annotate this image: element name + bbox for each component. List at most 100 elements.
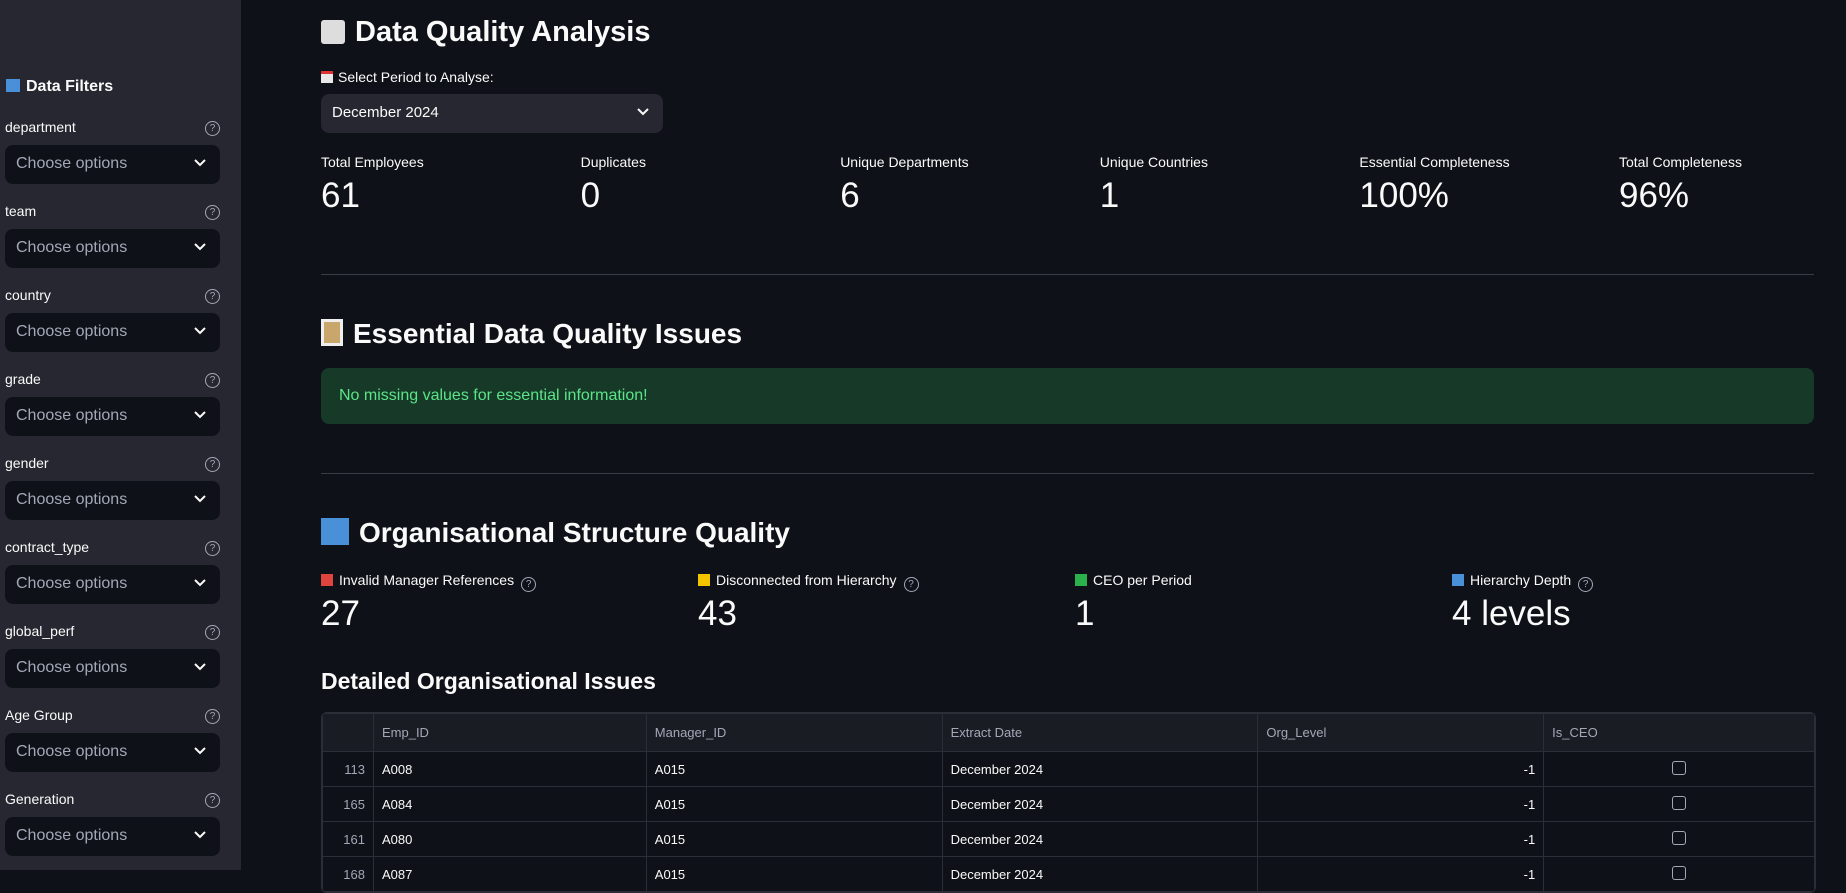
period-label: Select Period to Analyse: [321, 69, 494, 85]
help-icon: ? [205, 793, 220, 808]
filter-label: gender [5, 455, 49, 471]
metric-label: Total Completeness [1619, 154, 1742, 170]
metric-label: Duplicates [580, 154, 646, 170]
row-index: 113 [322, 751, 374, 787]
chevron [194, 243, 206, 251]
chevron [194, 831, 206, 839]
help-icon: ? [205, 457, 220, 472]
metric-icon [698, 574, 710, 586]
metric-icon [1075, 574, 1087, 586]
help-icon: ? [205, 625, 220, 640]
metric-icon [321, 574, 333, 586]
chevron [194, 579, 206, 587]
sidebar-title-text: Data Filters [26, 78, 114, 95]
checkbox-cell [1543, 751, 1815, 787]
page-title: Data Quality Analysis [321, 16, 650, 49]
column-header: Org_Level [1257, 713, 1545, 752]
filter-label: department [5, 119, 76, 135]
cell: A015 [645, 751, 943, 787]
metric-label: Unique Departments [840, 154, 969, 170]
row-index: 165 [322, 786, 374, 822]
cell: A015 [645, 821, 943, 857]
placeholder: Choose options [16, 491, 128, 508]
metric-label: CEO per Period [1075, 572, 1192, 588]
cell: A080 [372, 821, 647, 857]
alert-text: No missing values for essential informat… [339, 387, 648, 404]
header-row: Emp_ID Manager_ID Extract Date Org_Level Is_… [322, 713, 1815, 752]
chevron [637, 108, 649, 116]
cell: December 2024 [941, 786, 1259, 822]
cell: -1 [1257, 751, 1545, 787]
cell: December 2024 [941, 821, 1259, 857]
checkbox[interactable] [1672, 865, 1687, 880]
placeholder: Choose options [16, 323, 128, 340]
metric-value: 0 [580, 176, 601, 215]
table-row: 165 A084 A015 December 2024 -1 [322, 786, 1815, 822]
chevron [194, 327, 206, 335]
filter-select[interactable]: Choose options [5, 145, 220, 184]
sidebar-title: Data Filters [6, 78, 113, 96]
metric-value: 1 [1099, 176, 1120, 215]
period-label-text: Select Period to Analyse: [338, 69, 494, 85]
metric-label: Total Employees [321, 154, 424, 170]
placeholder: Choose options [16, 407, 128, 424]
metric-value: 96% [1619, 176, 1690, 215]
placeholder: Choose options [16, 239, 128, 256]
cell: -1 [1257, 786, 1545, 822]
filter-label: Generation [5, 791, 75, 807]
metric-label: Unique Countries [1099, 154, 1208, 170]
checkbox[interactable] [1672, 795, 1687, 810]
index-header [322, 713, 374, 752]
filter-label: grade [5, 371, 41, 387]
filter-label: country [5, 287, 51, 303]
column-header: Extract Date [941, 713, 1259, 752]
filter-select[interactable]: Choose options [5, 481, 220, 520]
cell: A084 [372, 786, 647, 822]
cell: -1 [1257, 821, 1545, 857]
filter-select[interactable]: Choose options [5, 817, 220, 856]
metric-value: 43 [698, 594, 737, 633]
section-title: Essential Data Quality Issues [321, 318, 742, 350]
placeholder: Choose options [16, 575, 128, 592]
chevron [194, 495, 206, 503]
period-value: December 2024 [332, 104, 439, 121]
filter-select[interactable]: Choose options [5, 397, 220, 436]
chevron [194, 663, 206, 671]
data-table: Emp_ID Manager_ID Extract Date Org_Level Is_… [321, 712, 1816, 893]
checkbox-cell [1543, 821, 1815, 857]
filter-label: Age Group [5, 707, 73, 723]
checkbox[interactable] [1672, 830, 1687, 845]
cell: A008 [372, 751, 647, 787]
filter-select[interactable]: Choose options [5, 649, 220, 688]
metric-icon [1452, 574, 1464, 586]
help-icon: ? [521, 577, 537, 592]
help-icon: ? [205, 373, 220, 388]
filter-select[interactable]: Choose options [5, 313, 220, 352]
help-icon: ? [205, 709, 220, 724]
filter-label: global_perf [5, 623, 75, 639]
help-icon: ? [205, 205, 220, 220]
section-title-text: Essential Data Quality Issues [353, 318, 743, 349]
period-select[interactable]: December 2024 [321, 94, 663, 133]
column-header: Emp_ID [372, 713, 647, 752]
metric-label-text: Invalid Manager References [339, 572, 515, 588]
metric-value: 27 [321, 594, 360, 633]
row-index: 161 [322, 821, 374, 857]
success-alert: No missing values for essential informat… [321, 368, 1814, 424]
checkbox-cell [1543, 786, 1815, 822]
cell: A015 [645, 856, 943, 892]
placeholder: Choose options [16, 659, 128, 676]
help-icon: ? [205, 289, 220, 304]
help-icon: ? [1578, 577, 1594, 592]
help-icon: ? [205, 121, 220, 136]
section-title: Organisational Structure Quality [321, 517, 790, 549]
checkbox[interactable] [1672, 760, 1687, 775]
metric-value: 61 [321, 176, 360, 215]
filter-select[interactable]: Choose options [5, 565, 220, 604]
divider [321, 473, 1814, 474]
row-index: 168 [322, 856, 374, 892]
filter-select[interactable]: Choose options [5, 733, 220, 772]
filter-select[interactable]: Choose options [5, 229, 220, 268]
metric-value: 6 [840, 176, 860, 215]
section-title-text: Organisational Structure Quality [359, 517, 790, 548]
